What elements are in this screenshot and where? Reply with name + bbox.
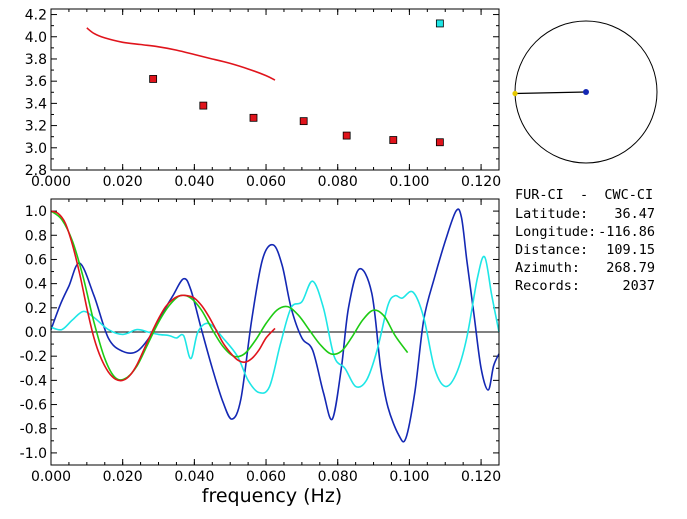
dispersion-point-red — [299, 117, 308, 126]
dispersion-point-red — [342, 131, 351, 140]
info-value: 268.79 — [606, 260, 655, 276]
correlation-x-tick-label: 0.040 — [174, 469, 214, 485]
info-label: Distance: — [515, 242, 588, 258]
dispersion-x-tick-label: 0.060 — [246, 174, 286, 190]
dispersion-series-red — [86, 27, 276, 81]
dispersion-x-tick-label: 0.000 — [31, 174, 71, 190]
correlation-x-tick-label: 0.080 — [318, 469, 358, 485]
correlation-y-tick-label: 1.0 — [25, 204, 47, 220]
correlation-y-tick-label: 0.2 — [25, 301, 47, 317]
correlation-y-tick-label: 0.6 — [25, 252, 47, 268]
dispersion-y-tick-label: 3.8 — [25, 52, 47, 68]
dispersion-y-tick-label: 3.4 — [25, 96, 47, 112]
azimuth-diagram — [512, 20, 658, 164]
dispersion-y-tick-label: 4.0 — [25, 30, 47, 46]
correlation-y-tick-label: 0.8 — [25, 228, 47, 244]
correlation-series-red — [50, 210, 276, 382]
correlation-x-tick-label: 0.000 — [31, 469, 71, 485]
correlation-chart: 0.000 0.020 0.040 0.060 0.080 0.100 0.120 1.0 0.… — [20, 198, 501, 507]
correlation-x-tick-label: 0.100 — [389, 469, 429, 485]
correlation-y-tick-label: 0.4 — [25, 277, 47, 293]
dispersion-chart-ticks: 0.000 0.020 0.040 0.060 0.080 0.100 0.120 2.8 3.… — [25, 8, 501, 190]
info-value: 2037 — [622, 278, 655, 294]
correlation-series-blue — [50, 208, 500, 443]
info-label: Latitude: — [515, 206, 588, 222]
correlation-series-green — [50, 210, 409, 381]
dispersion-point-red — [435, 138, 444, 147]
info-value: 109.15 — [606, 242, 655, 258]
x-axis-title: frequency (Hz) — [202, 485, 342, 507]
dispersion-chart: 0.000 0.020 0.040 0.060 0.080 0.100 0.120 2.8 3.… — [25, 8, 501, 190]
correlation-x-tick-label: 0.060 — [246, 469, 286, 485]
correlation-y-tick-label: -0.8 — [20, 422, 47, 438]
dispersion-point-cyan — [435, 19, 444, 28]
station-pair-label: FUR-CI - CWC-CI — [515, 187, 653, 203]
correlation-x-tick-label: 0.120 — [461, 469, 501, 485]
dispersion-point-red — [199, 101, 208, 110]
dispersion-y-tick-label: 3.6 — [25, 74, 47, 90]
dispersion-chart-marks — [86, 19, 444, 147]
info-label: Azimuth: — [515, 260, 580, 276]
info-label: Longitude: — [515, 224, 596, 240]
dispersion-x-tick-label: 0.120 — [461, 174, 501, 190]
station-marker — [512, 90, 518, 97]
info-label: Records: — [515, 278, 580, 294]
dispersion-y-tick-label: 2.8 — [25, 163, 47, 179]
correlation-x-tick-label: 0.020 — [103, 469, 143, 485]
dispersion-x-tick-label: 0.080 — [318, 174, 358, 190]
dispersion-y-tick-label: 4.2 — [25, 8, 47, 24]
info-value: -116.86 — [598, 224, 655, 240]
dispersion-x-tick-label: 0.040 — [174, 174, 214, 190]
correlation-chart-frame — [50, 198, 500, 466]
azimuth-line — [515, 91, 587, 95]
dispersion-y-tick-label: 3.0 — [25, 141, 47, 157]
correlation-chart-marks — [50, 208, 500, 443]
station-info: FUR-CI - CWC-CI Latitude: 36.47 Longitude:… — [515, 187, 655, 294]
dispersion-point-red — [389, 136, 398, 144]
center-marker — [583, 89, 589, 95]
dispersion-point-red — [249, 113, 258, 122]
correlation-y-tick-label: -0.4 — [20, 373, 47, 389]
correlation-series-cyan — [50, 255, 500, 394]
dispersion-y-tick-label: 3.2 — [25, 119, 47, 135]
correlation-y-tick-label: -1.0 — [20, 446, 47, 462]
dispersion-point-red — [149, 75, 158, 83]
correlation-y-tick-label: 0.0 — [25, 325, 47, 341]
correlation-y-tick-label: -0.2 — [20, 349, 47, 365]
dispersion-x-tick-label: 0.100 — [389, 174, 429, 190]
correlation-y-tick-label: -0.6 — [20, 398, 47, 414]
dispersion-x-tick-label: 0.020 — [103, 174, 143, 190]
info-value: 36.47 — [614, 206, 655, 222]
dispersion-chart-frame — [50, 8, 500, 171]
